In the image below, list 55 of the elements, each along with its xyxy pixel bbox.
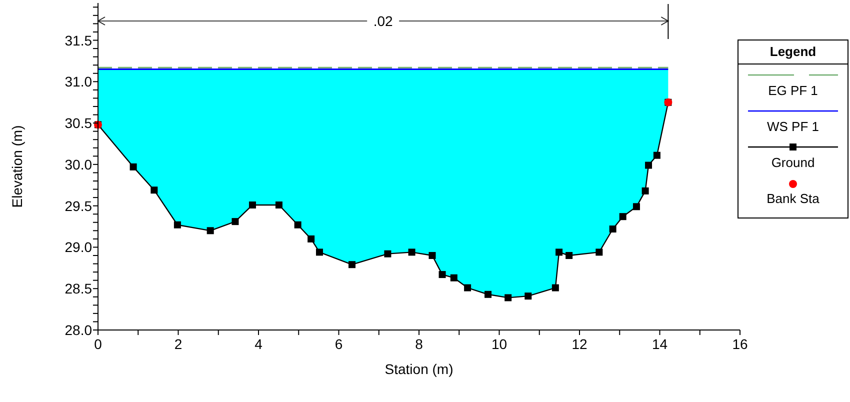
y-tick-label: 28.5 [64, 280, 92, 297]
point [438, 271, 446, 278]
point [174, 221, 181, 228]
x-tick-label: 14 [652, 336, 668, 352]
y-tick-label: 30.0 [64, 156, 92, 172]
point [294, 221, 302, 228]
y-tick-label: 28.0 [64, 322, 92, 338]
point [653, 152, 660, 159]
y-tick-label: 29.5 [64, 198, 92, 214]
x-tick-label: 0 [94, 336, 102, 352]
y-axis-title: Elevation (m) [9, 125, 25, 208]
point [524, 292, 532, 300]
x-tick-label: 2 [174, 336, 182, 352]
point [150, 186, 158, 194]
point [556, 248, 563, 256]
point [632, 203, 640, 210]
point [428, 252, 436, 259]
point [408, 248, 416, 256]
point [642, 187, 649, 194]
y-tick-label: 30.5 [64, 115, 92, 132]
point [384, 250, 392, 258]
point [248, 201, 256, 208]
point [645, 162, 652, 169]
point [348, 261, 356, 268]
point [552, 284, 559, 292]
point [596, 248, 603, 256]
annotation: .02 [373, 13, 394, 29]
point [130, 163, 137, 170]
point [504, 294, 512, 302]
text: WS PF 1 [766, 119, 820, 134]
point [206, 227, 214, 234]
point [308, 235, 315, 242]
legend-label: Bank Sta [766, 191, 820, 206]
x-tick-label: 8 [415, 336, 424, 352]
point [232, 218, 239, 226]
point [275, 201, 282, 208]
x-tick-label: 12 [572, 336, 588, 352]
point [566, 252, 573, 259]
legend-label: Ground [771, 155, 815, 170]
x-axis-title: Station (m) [384, 361, 454, 377]
x-tick-label: 6 [334, 336, 343, 352]
x-tick-label: 16 [732, 336, 748, 352]
point [609, 226, 616, 233]
x-tick-label: 4 [254, 336, 263, 352]
point [464, 284, 472, 292]
point [484, 290, 492, 298]
y-tick-label: 29.0 [64, 239, 92, 256]
y-tick-label: 31.5 [64, 32, 92, 48]
point [316, 248, 323, 256]
y-tick-label: 31.0 [64, 74, 92, 90]
x-tick-label: 10 [491, 336, 508, 352]
point [450, 274, 458, 282]
legend-title: Legend [770, 44, 816, 59]
text: EG PF 1 [768, 83, 818, 98]
point [619, 213, 626, 220]
